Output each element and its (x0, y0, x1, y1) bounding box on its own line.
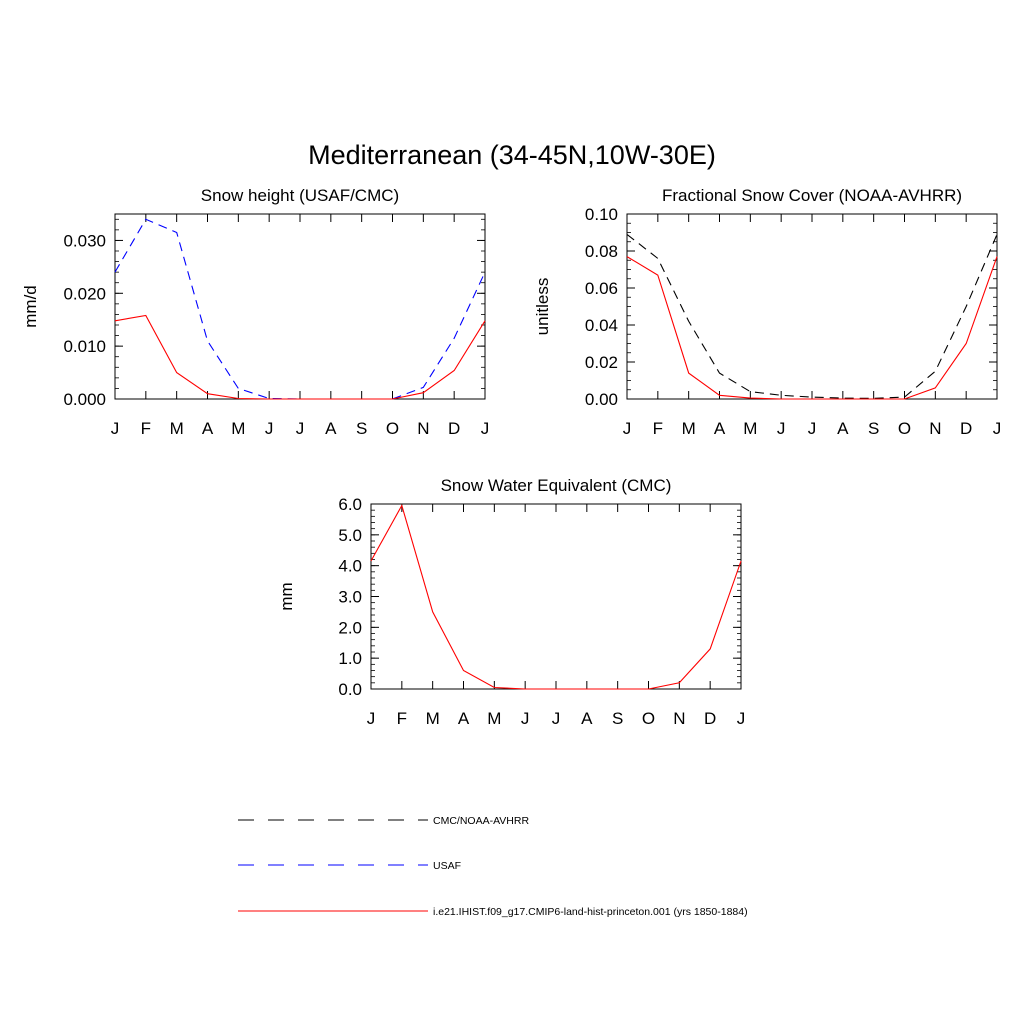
x-tick-label: M (170, 419, 184, 438)
series-line (370, 504, 742, 690)
chart-title: Fractional Snow Cover (NOAA-AVHRR) (662, 186, 962, 205)
x-tick-label: J (265, 419, 274, 438)
legend-label: i.e21.IHIST.f09_g17.CMIP6-land-hist-prin… (433, 906, 748, 918)
x-tick-label: D (960, 419, 972, 438)
y-tick-label: 0.06 (585, 279, 618, 298)
chart-panels: Snow height (USAF/CMC)mm/d0.0000.0100.02… (21, 186, 1001, 728)
x-tick-label: O (386, 419, 399, 438)
y-tick-label: 4.0 (338, 557, 362, 576)
x-tick-label: D (448, 419, 460, 438)
x-tick-label: S (356, 419, 367, 438)
chart-title: Snow height (USAF/CMC) (201, 186, 399, 205)
series-line (114, 218, 486, 400)
x-tick-label: M (231, 419, 245, 438)
plot-frame (370, 503, 742, 690)
y-tick-label: 1.0 (338, 649, 362, 668)
x-tick-label: M (682, 419, 696, 438)
x-tick-label: J (521, 709, 530, 728)
x-tick-label: M (743, 419, 757, 438)
y-tick-label: 0.10 (585, 205, 618, 224)
x-tick-label: O (642, 709, 655, 728)
y-tick-label: 0.02 (585, 353, 618, 372)
y-tick-label: 5.0 (338, 526, 362, 545)
chart-panel-3: Snow Water Equivalent (CMC) mm 0.0 1.0 2.0 3.… (277, 476, 745, 728)
y-tick-label: 3.0 (338, 588, 362, 607)
x-tick-label: M (487, 709, 501, 728)
x-tick-label: J (552, 709, 561, 728)
x-tick-label: A (581, 709, 593, 728)
x-tick-label: J (808, 419, 817, 438)
series-line (626, 256, 998, 400)
x-tick-label: N (673, 709, 685, 728)
legend: CMC/NOAA-AVHRR USAF i.e21.IHIST.f09_g17.CM… (238, 815, 748, 918)
x-tick-label: N (929, 419, 941, 438)
y-tick-label: 0.020 (63, 284, 106, 303)
x-tick-label: A (458, 709, 470, 728)
plot-frame (626, 213, 998, 400)
x-tick-label: F (397, 709, 407, 728)
x-tick-label: A (837, 419, 849, 438)
x-tick-label: A (325, 419, 337, 438)
x-tick-label: A (202, 419, 214, 438)
x-tick-label: O (898, 419, 911, 438)
y-axis-label: mm (277, 582, 296, 610)
y-tick-label: 6.0 (338, 495, 362, 514)
legend-item: USAF (238, 860, 461, 872)
legend-item: i.e21.IHIST.f09_g17.CMIP6-land-hist-prin… (238, 906, 748, 918)
series-line (626, 233, 998, 399)
plot-frame (114, 213, 486, 400)
x-tick-label: A (714, 419, 726, 438)
x-tick-label: J (993, 419, 1002, 438)
chart-panel-1: Snow height (USAF/CMC) mm/d 0.000 0.010 0.02… (21, 186, 489, 438)
y-tick-label: 0.08 (585, 242, 618, 261)
y-tick-label: 2.0 (338, 618, 362, 637)
x-tick-label: F (653, 419, 663, 438)
x-tick-label: J (481, 419, 490, 438)
y-tick-label: 0.010 (63, 337, 106, 356)
y-tick-label: 0.04 (585, 316, 618, 335)
x-tick-label: J (111, 419, 120, 438)
y-tick-label: 0.0 (338, 680, 362, 699)
y-tick-label: 0.030 (63, 231, 106, 250)
x-tick-label: J (367, 709, 376, 728)
x-tick-label: M (426, 709, 440, 728)
y-tick-label: 0.00 (585, 390, 618, 409)
legend-item: CMC/NOAA-AVHRR (238, 815, 529, 827)
x-tick-label: S (868, 419, 879, 438)
x-tick-label: J (737, 709, 746, 728)
chart-title: Snow Water Equivalent (CMC) (441, 476, 672, 495)
x-tick-label: J (623, 419, 632, 438)
y-axis-label: unitless (533, 278, 552, 336)
x-tick-label: S (612, 709, 623, 728)
x-tick-label: F (141, 419, 151, 438)
legend-label: CMC/NOAA-AVHRR (433, 815, 529, 827)
x-tick-label: J (296, 419, 305, 438)
legend-label: USAF (433, 860, 461, 872)
figure-title: Mediterranean (34-45N,10W-30E) (308, 140, 716, 170)
x-tick-label: J (777, 419, 786, 438)
y-tick-label: 0.000 (63, 390, 106, 409)
x-tick-label: D (704, 709, 716, 728)
x-tick-label: N (417, 419, 429, 438)
y-axis-label: mm/d (21, 285, 40, 328)
series-line (114, 314, 486, 400)
chart-panel-2: Fractional Snow Cover (NOAA-AVHRR) unitle… (533, 186, 1001, 438)
